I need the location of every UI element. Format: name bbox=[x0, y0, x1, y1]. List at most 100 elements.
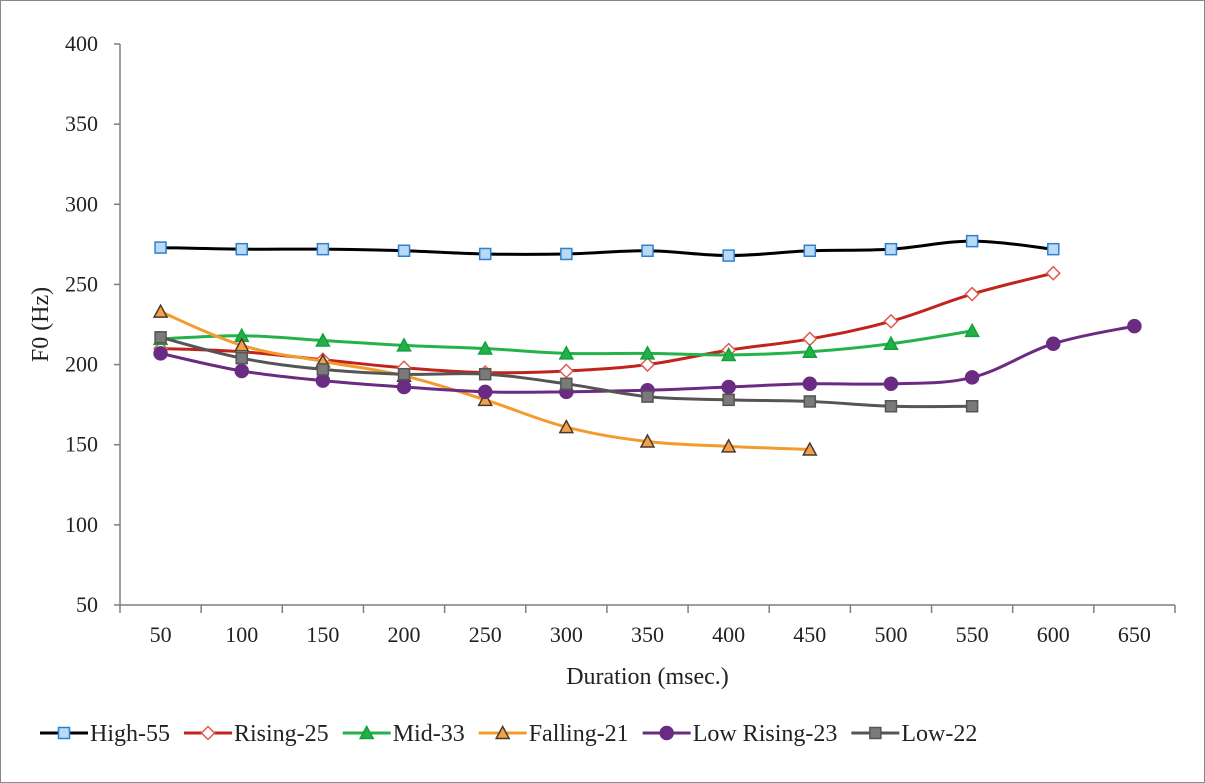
data-point-low-rising-23 bbox=[1127, 318, 1142, 334]
data-point-high-55 bbox=[154, 241, 167, 254]
data-point-mid-33 bbox=[639, 345, 656, 360]
data-point-low-22 bbox=[154, 331, 167, 344]
x-tick-label: 550 bbox=[956, 622, 989, 647]
y-tick-label: 300 bbox=[65, 191, 98, 216]
x-tick-label: 200 bbox=[388, 622, 421, 647]
legend-item-rising-25: Rising-25 bbox=[184, 721, 329, 747]
series-rising-25 bbox=[153, 265, 1061, 381]
data-point-rising-25 bbox=[964, 286, 980, 302]
data-point-mid-33 bbox=[558, 345, 575, 360]
legend-label: Low-22 bbox=[901, 721, 977, 747]
data-point-mid-33 bbox=[396, 337, 412, 352]
legend-label: Rising-25 bbox=[234, 721, 329, 747]
legend-marker-icon bbox=[869, 726, 882, 740]
data-point-mid-33 bbox=[720, 346, 737, 362]
data-point-low-rising-23 bbox=[153, 346, 168, 361]
data-point-mid-33 bbox=[883, 335, 899, 350]
data-point-high-55 bbox=[641, 244, 654, 258]
data-point-low-rising-23 bbox=[477, 384, 493, 400]
data-point-low-rising-23 bbox=[802, 376, 818, 392]
x-tick-label: 150 bbox=[306, 622, 339, 647]
data-point-rising-25 bbox=[883, 313, 899, 329]
data-point-low-rising-23 bbox=[721, 379, 736, 395]
data-point-high-55 bbox=[316, 242, 330, 256]
data-point-rising-25 bbox=[802, 331, 818, 347]
data-point-rising-25 bbox=[639, 357, 656, 373]
data-point-falling-21 bbox=[639, 433, 656, 448]
series-high-55 bbox=[154, 234, 1060, 262]
x-axis-title: Duration (msec.) bbox=[566, 664, 729, 690]
data-point-high-55 bbox=[235, 242, 248, 256]
series-line-high-55 bbox=[159, 239, 1055, 258]
legend-label: Mid-33 bbox=[393, 721, 465, 747]
data-point-mid-33 bbox=[315, 332, 331, 347]
x-tick-label: 600 bbox=[1037, 622, 1070, 647]
data-point-low-22 bbox=[235, 351, 248, 365]
legend-marker-icon bbox=[659, 725, 674, 741]
y-tick-label: 50 bbox=[76, 592, 98, 617]
x-tick-label: 300 bbox=[550, 622, 583, 647]
data-point-low-22 bbox=[722, 393, 735, 407]
data-point-low-rising-23 bbox=[883, 376, 899, 392]
data-point-rising-25 bbox=[558, 363, 574, 379]
legend-item-low-rising-23: Low Rising-23 bbox=[642, 721, 837, 747]
data-point-low-22 bbox=[560, 377, 573, 391]
axes bbox=[114, 43, 1176, 613]
legend-item-high-55: High-55 bbox=[40, 721, 170, 747]
x-tick-label: 450 bbox=[793, 622, 826, 647]
x-tick-label: 400 bbox=[712, 622, 745, 647]
legend-item-low-22: Low-22 bbox=[851, 721, 977, 747]
y-tick-label: 200 bbox=[65, 352, 98, 377]
legend: High-55 Rising-25 Mid-33 Falling-21 Low Risi… bbox=[40, 721, 977, 747]
legend-marker-icon bbox=[494, 724, 511, 740]
data-point-falling-21 bbox=[152, 303, 169, 318]
legend-marker-icon bbox=[358, 724, 375, 740]
data-point-falling-21 bbox=[720, 438, 737, 453]
legend-marker-icon bbox=[200, 725, 216, 741]
data-point-rising-25 bbox=[1045, 265, 1061, 281]
data-point-mid-33 bbox=[802, 343, 818, 358]
data-point-low-22 bbox=[397, 367, 411, 381]
data-point-mid-33 bbox=[477, 340, 493, 355]
data-point-high-55 bbox=[478, 247, 492, 261]
x-tick-label: 50 bbox=[150, 622, 172, 647]
data-point-falling-21 bbox=[477, 391, 493, 407]
data-point-high-55 bbox=[884, 242, 898, 256]
legend-label: Falling-21 bbox=[529, 721, 629, 747]
data-point-low-22 bbox=[478, 367, 492, 381]
y-tick-label: 100 bbox=[65, 512, 98, 537]
y-tick-label: 150 bbox=[65, 432, 98, 457]
legend-item-mid-33: Mid-33 bbox=[342, 721, 465, 747]
y-tick-labels: 50 100 150 200 250 300 350 400 bbox=[65, 31, 98, 617]
data-point-low-22 bbox=[884, 399, 898, 413]
data-point-low-22 bbox=[316, 363, 330, 376]
data-point-high-55 bbox=[1047, 242, 1060, 256]
data-point-low-22 bbox=[803, 395, 817, 408]
x-tick-label: 250 bbox=[469, 622, 502, 647]
y-tick-label: 250 bbox=[65, 271, 98, 296]
y-tick-label: 400 bbox=[65, 31, 98, 56]
series-layer bbox=[152, 234, 1142, 456]
data-point-low-rising-23 bbox=[315, 373, 331, 388]
data-point-high-55 bbox=[965, 234, 979, 248]
data-point-high-55 bbox=[803, 244, 817, 258]
data-point-low-rising-23 bbox=[1046, 336, 1061, 351]
y-axis-title: F0 (Hz) bbox=[28, 287, 54, 362]
data-point-falling-21 bbox=[233, 337, 250, 352]
data-point-low-rising-23 bbox=[234, 363, 249, 379]
data-point-high-55 bbox=[722, 249, 735, 262]
x-tick-label: 500 bbox=[874, 622, 907, 647]
x-tick-labels: 50 100 150 200 250 300 350 400 450 500 550 600 650 bbox=[150, 622, 1151, 647]
data-point-falling-21 bbox=[802, 441, 818, 456]
data-point-mid-33 bbox=[964, 322, 980, 338]
data-point-high-55 bbox=[397, 244, 411, 258]
x-tick-label: 650 bbox=[1118, 622, 1151, 647]
series-line-falling-21 bbox=[159, 310, 812, 452]
series-low-rising-23 bbox=[153, 318, 1142, 400]
data-point-low-22 bbox=[965, 399, 979, 413]
data-point-low-rising-23 bbox=[964, 370, 980, 385]
legend-label: High-55 bbox=[90, 721, 170, 747]
legend-marker-icon bbox=[57, 726, 71, 740]
x-tick-label: 350 bbox=[631, 622, 664, 647]
